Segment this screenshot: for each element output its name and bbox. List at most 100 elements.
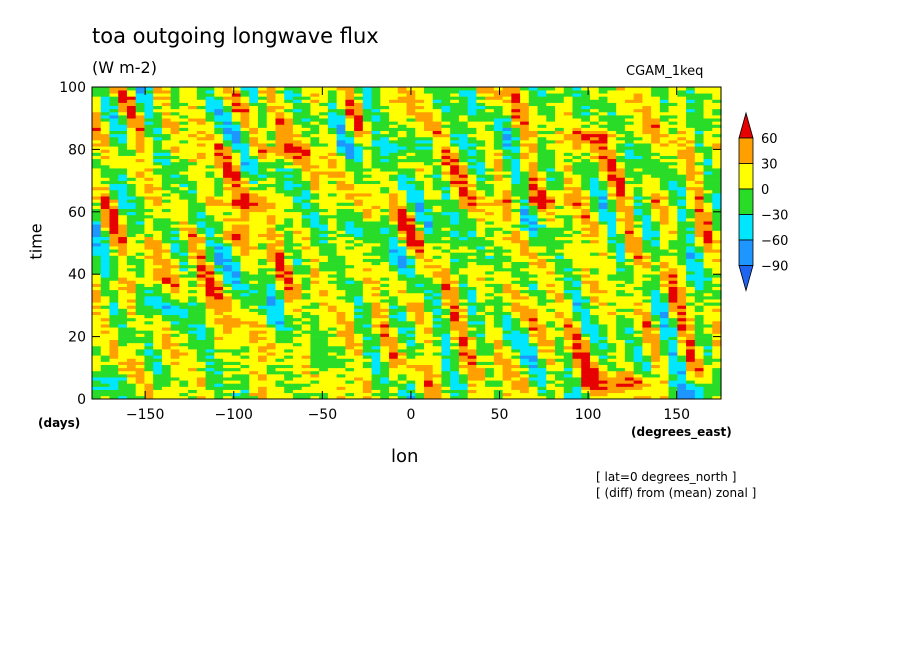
heatmap-cell [100,367,111,372]
heatmap-cell [153,324,163,328]
heatmap-cell [677,258,687,263]
heatmap-cell [118,189,128,194]
heatmap-cell [144,361,154,365]
heatmap-cell [135,377,146,381]
heatmap-cell [109,274,119,278]
heatmap-cell [144,321,154,325]
heatmap-cell [441,261,451,266]
heatmap-cell [231,227,242,231]
heatmap-cell [467,271,477,275]
heatmap-cell [371,236,381,241]
heatmap-cell [284,352,294,356]
heatmap-cell [633,292,643,297]
heatmap-cell [476,361,486,365]
heatmap-cell [415,305,425,309]
heatmap-cell [485,330,495,334]
heatmap-cell [537,327,547,331]
heatmap-cell [563,267,574,272]
heatmap-cell [546,330,556,334]
heatmap-cell [555,389,565,394]
heatmap-cell [266,277,277,281]
heatmap-cell [668,342,678,347]
heatmap-cell [196,292,207,297]
heatmap-cell [467,196,477,200]
heatmap-cell [214,224,224,228]
heatmap-cell [651,211,661,216]
heatmap-cell [249,267,259,272]
heatmap-cell [144,277,154,281]
heatmap-cell [703,283,713,287]
heatmap-cell [161,296,172,300]
heatmap-cell [310,227,320,231]
heatmap-cell [144,355,154,359]
heatmap-cell [371,249,381,253]
heatmap-cell [118,236,128,241]
heatmap-cell [528,305,539,309]
heatmap-cell [362,218,373,222]
heatmap-cell [327,211,338,216]
heatmap-cell [485,264,495,269]
heatmap-cell [607,214,617,219]
heatmap-cell [458,314,469,319]
heatmap-cell [188,255,198,259]
heatmap-cell [126,308,137,312]
heatmap-cell [188,324,198,328]
heatmap-cell [677,199,687,203]
heatmap-cell [109,327,119,331]
heatmap-cell [502,361,512,365]
heatmap-cell [712,214,722,219]
heatmap-cell [292,358,303,362]
heatmap-cell [345,358,355,362]
heatmap-cell [144,302,154,306]
heatmap-cell [319,267,329,272]
heatmap-cell [100,302,111,306]
heatmap-cell [354,208,364,213]
heatmap-cell [537,233,547,238]
heatmap-cell [389,196,399,200]
heatmap-cell [275,249,285,253]
heatmap-cell [223,258,233,263]
heatmap-cell [476,339,486,344]
heatmap-cell [380,186,390,191]
heatmap-cell [319,236,329,241]
heatmap-cell [179,271,189,275]
heatmap-cell [668,299,678,303]
heatmap-cell [389,345,399,350]
heatmap-cell [327,321,338,325]
heatmap-cell [423,183,434,188]
heatmap-cell [598,196,609,200]
heatmap-cell [231,236,242,241]
heatmap-cell [301,386,312,390]
heatmap-cell [423,386,434,390]
heatmap-cell [310,336,320,341]
heatmap-cell [450,292,460,297]
heatmap-cell [607,349,617,353]
heatmap-cell [546,311,556,316]
heatmap-cell [223,314,233,319]
heatmap-cell [118,249,128,253]
heatmap-cell [327,230,338,234]
heatmap-cell [528,249,539,253]
heatmap-cell [520,324,530,328]
heatmap-cell [607,258,617,263]
heatmap-cell [423,239,434,244]
heatmap-cell [161,345,172,350]
heatmap-cell [476,383,486,387]
heatmap-cell [319,314,329,319]
heatmap-cell [257,289,268,294]
heatmap-cell [223,361,233,365]
heatmap-cell [153,199,163,203]
heatmap-cell [502,252,512,256]
heatmap-cell [659,305,670,309]
heatmap-cell [677,255,687,259]
heatmap-cell [397,292,408,297]
heatmap-cell [319,296,329,300]
heatmap-cell [170,292,180,297]
heatmap-cell [301,274,312,278]
heatmap-cell [642,389,652,394]
heatmap-cell [92,258,102,263]
heatmap-cell [616,221,626,225]
heatmap-cell [118,205,128,209]
heatmap-cell [214,271,224,275]
heatmap-cell [694,308,705,312]
